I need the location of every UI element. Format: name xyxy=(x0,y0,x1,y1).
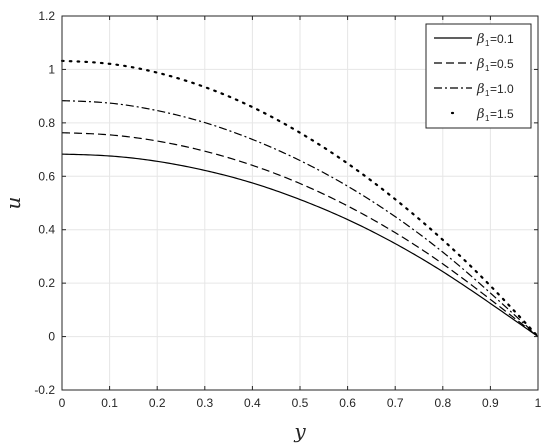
series-group xyxy=(60,59,540,338)
legend-symbol: β xyxy=(476,107,485,122)
x-axis-label: y xyxy=(293,419,306,443)
y-tick-label: -0.2 xyxy=(34,383,55,397)
x-tick-label: 0.7 xyxy=(387,396,404,410)
legend-subscript: 1 xyxy=(485,64,490,73)
x-tick-label: 0.4 xyxy=(244,396,261,410)
x-tick-label: 0.9 xyxy=(482,396,499,410)
y-tick-label: 0.6 xyxy=(38,169,55,183)
y-tick-label: 0.4 xyxy=(38,223,55,237)
y-tick-label: 1.2 xyxy=(38,9,55,23)
y-axis-label: u xyxy=(1,197,25,210)
legend: β 1 =0.1β 1 =0.5β 1 =1.0β 1 =1.5 xyxy=(425,23,532,129)
x-tick-label: 0.3 xyxy=(196,396,213,410)
legend-label: =0.5 xyxy=(490,57,514,71)
x-tick-label: 0.2 xyxy=(149,396,166,410)
ticks: 0 0.1 0.2 0.3 0.4 0.5 0.6 0.7 0.8 0.9 1 -0.2 0 0.2 0.4… xyxy=(34,9,541,410)
legend-symbol: β xyxy=(476,57,485,72)
x-tick-label: 0.6 xyxy=(339,396,356,410)
legend-label: =1.0 xyxy=(490,82,514,96)
legend-box xyxy=(425,23,532,129)
legend-subscript: 1 xyxy=(485,114,490,123)
x-tick-label: 0 xyxy=(59,396,66,410)
legend-subscript: 1 xyxy=(485,89,490,98)
x-tick-label: 1 xyxy=(535,396,542,410)
y-tick-label: 0 xyxy=(48,330,55,344)
legend-label: =0.1 xyxy=(490,32,514,46)
y-tick-label: 1 xyxy=(48,62,55,76)
y-tick-label: 0.8 xyxy=(38,116,55,130)
legend-subscript: 1 xyxy=(485,39,490,48)
x-tick-label: 0.1 xyxy=(101,396,118,410)
series-line-1 xyxy=(61,153,539,338)
series-line-4 xyxy=(60,59,540,338)
y-tick-label: 0.2 xyxy=(38,276,55,290)
legend-symbol: β xyxy=(476,82,485,97)
series-line-3 xyxy=(61,100,539,338)
series-line-2 xyxy=(61,132,539,338)
legend-label: =1.5 xyxy=(490,107,514,121)
x-tick-label: 0.5 xyxy=(292,396,309,410)
x-tick-label: 0.8 xyxy=(434,396,451,410)
legend-symbol: β xyxy=(476,32,485,47)
